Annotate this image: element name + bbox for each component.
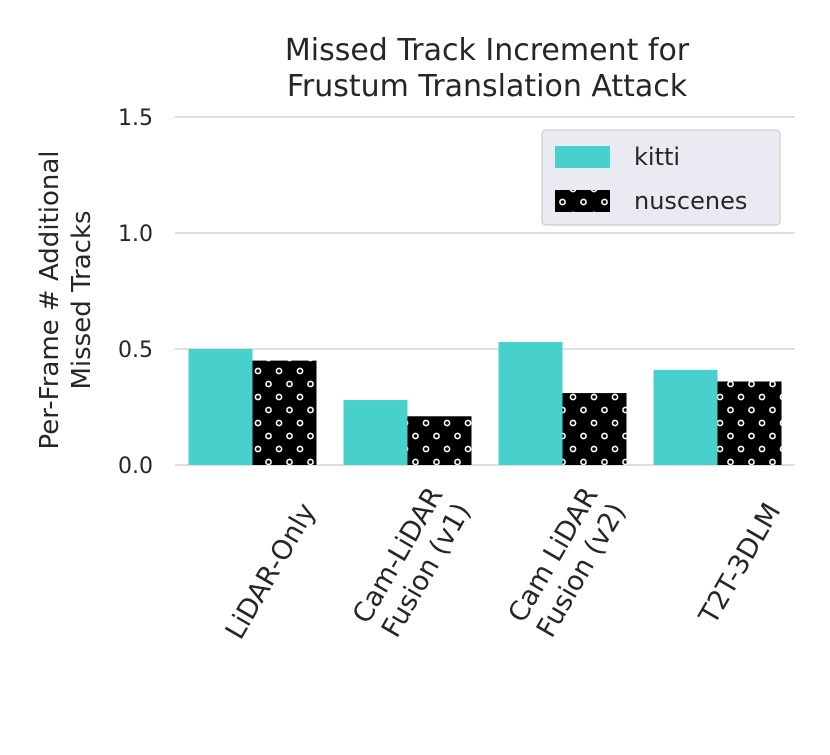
bar xyxy=(252,360,317,465)
bar xyxy=(188,349,253,465)
bar xyxy=(653,369,718,465)
x-tick-label: Cam-LiDARFusion (v1) xyxy=(347,482,477,645)
legend-swatch xyxy=(555,146,610,168)
x-tick-line: LiDAR-Only xyxy=(220,498,323,645)
y-tick-label: 0.0 xyxy=(118,454,153,479)
y-label-line: Missed Tracks xyxy=(67,210,97,389)
bar xyxy=(407,416,472,465)
x-tick-label: T2T-3DLM xyxy=(693,498,787,630)
title-line: Frustum Translation Attack xyxy=(287,69,688,104)
legend-label: kitti xyxy=(634,143,680,171)
x-tick-line: T2T-3DLM xyxy=(693,498,787,630)
x-tick-label: Cam LiDARFusion (v2) xyxy=(502,482,632,644)
x-tick-label: LiDAR-Only xyxy=(220,498,323,645)
y-tick-label: 1.0 xyxy=(118,222,153,247)
legend-swatch xyxy=(555,190,610,212)
bar xyxy=(562,393,627,465)
y-tick-label: 1.5 xyxy=(118,106,153,131)
bar xyxy=(498,342,563,465)
y-label-line: Per-Frame # Additional xyxy=(35,151,65,450)
chart-title: Missed Track Increment for Frustum Transl… xyxy=(285,33,690,104)
y-axis-label: Per-Frame # AdditionalMissed Tracks xyxy=(35,151,97,450)
bar xyxy=(343,400,408,465)
bar xyxy=(717,381,782,465)
y-tick-label: 0.5 xyxy=(118,338,153,363)
legend-label: nuscenes xyxy=(634,187,747,215)
title-line: Missed Track Increment for xyxy=(285,33,690,68)
